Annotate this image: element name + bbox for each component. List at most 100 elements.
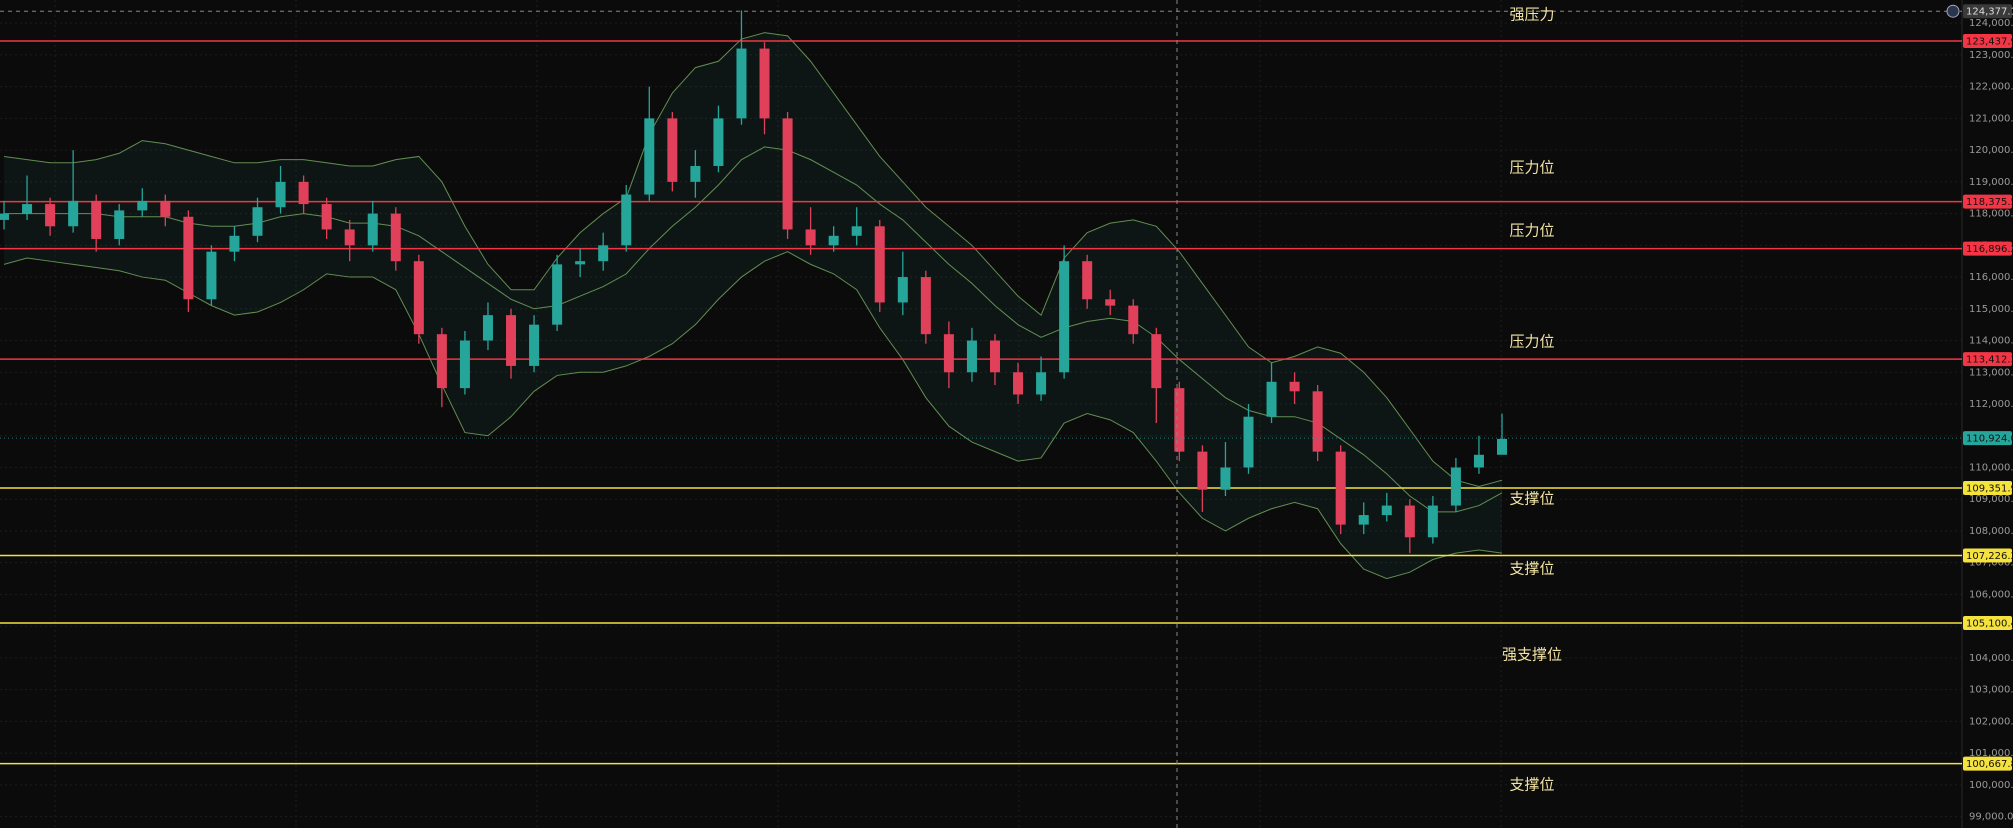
candle-body	[1312, 391, 1323, 452]
candle-body	[1243, 416, 1254, 468]
candle-body	[1473, 454, 1484, 468]
y-tick-label: 101,000.0	[1969, 748, 2013, 759]
candle-body	[598, 245, 609, 262]
candle-body	[690, 165, 701, 182]
candle-body	[1427, 505, 1438, 538]
annotation: 支撑位	[1509, 776, 1554, 794]
candle-body	[459, 340, 470, 389]
candle-body	[1151, 334, 1162, 389]
y-tick-label: 112,000.0	[1969, 399, 2013, 410]
band-lower	[3, 251, 1503, 580]
candle-body	[828, 235, 839, 246]
candle-body	[506, 315, 517, 366]
crosshair-box	[1963, 4, 2012, 19]
candle-body	[759, 48, 770, 119]
y-tick-label: 113,000.0	[1969, 367, 2013, 378]
candle-body	[1358, 515, 1369, 525]
crosshair-icon	[1946, 4, 1960, 18]
candle-body	[137, 200, 148, 211]
level-label: 113,412.3	[1966, 355, 2013, 366]
candle-body	[989, 340, 1000, 373]
candle-body	[644, 118, 655, 195]
candle-body	[436, 334, 447, 389]
candle-body	[1197, 451, 1208, 490]
level-label: 100,667.8	[1966, 759, 2013, 770]
candle-body	[713, 118, 724, 166]
candle-body	[736, 48, 747, 119]
y-tick-label: 99,000.0	[1969, 812, 2013, 823]
y-tick-label: 123,000.0	[1969, 50, 2013, 61]
level-label: 118,375.5	[1966, 197, 2013, 208]
candle-body	[1220, 467, 1231, 490]
candle-body	[1082, 261, 1093, 300]
candle-body	[805, 229, 816, 246]
candle-body	[1105, 299, 1116, 306]
candle-body	[413, 261, 424, 335]
candle-body	[1174, 388, 1185, 452]
y-tick-label: 110,000.0	[1969, 462, 2013, 473]
candle-body	[1335, 451, 1346, 525]
candle-body	[206, 251, 217, 300]
candle-body	[22, 204, 33, 214]
candle-body	[482, 315, 493, 341]
level-label-box	[1963, 615, 2012, 630]
candle-body	[183, 216, 194, 300]
candle-body	[851, 226, 862, 236]
candle-body	[344, 229, 355, 246]
level-label-box	[1963, 194, 2012, 209]
y-tick-label: 124,000.0	[1969, 18, 2013, 29]
candle-body	[1059, 261, 1070, 373]
annotation: 压力位	[1509, 159, 1554, 177]
level-label: 109,351.9	[1966, 484, 2013, 495]
level-label: 107,226.2	[1966, 551, 2013, 562]
candle-body	[1381, 505, 1392, 516]
last-price-box	[1963, 431, 2012, 446]
y-tick-label: 121,000.0	[1969, 113, 2013, 124]
y-tick-label: 114,000.0	[1969, 336, 2013, 347]
y-tick-label: 119,000.0	[1969, 177, 2013, 188]
candle-body	[529, 324, 540, 366]
y-tick-label: 116,000.0	[1969, 272, 2013, 283]
annotation: 压力位	[1509, 333, 1554, 351]
y-tick-label: 102,000.0	[1969, 716, 2013, 727]
candle-body	[621, 194, 632, 246]
level-label: 116,896.2	[1966, 244, 2013, 255]
candle-body	[1450, 467, 1461, 506]
crosshair-label: 124,377.1	[1966, 7, 2013, 18]
candle-body	[920, 277, 931, 335]
candle-body	[1036, 372, 1047, 395]
candle-body	[1497, 438, 1507, 455]
y-tick-label: 109,000.0	[1969, 494, 2013, 505]
candle-body	[45, 204, 56, 227]
candle-body	[667, 118, 678, 182]
candle-body	[229, 235, 240, 252]
candle-body	[1404, 505, 1415, 538]
level-label-box	[1963, 34, 2012, 49]
y-tick-label: 108,000.0	[1969, 526, 2013, 537]
candle-body	[552, 264, 563, 325]
annotation: 支撑位	[1509, 490, 1554, 508]
y-tick-label: 103,000.0	[1969, 685, 2013, 696]
candle-body	[321, 204, 332, 230]
y-tick-label: 106,000.0	[1969, 589, 2013, 600]
y-tick-label: 120,000.0	[1969, 145, 2013, 156]
level-label: 105,100.4	[1966, 618, 2013, 629]
candle-body	[874, 226, 885, 303]
y-tick-label: 107,000.0	[1969, 558, 2013, 569]
last-price-label: 110,924.0	[1966, 434, 2013, 445]
candle-body	[575, 261, 586, 265]
level-label-box	[1963, 548, 2012, 563]
annotation: 支撑位	[1509, 560, 1554, 578]
y-tick-label: 118,000.0	[1969, 209, 2013, 220]
level-label-box	[1963, 352, 2012, 367]
annotation: 强支撑位	[1502, 646, 1562, 664]
y-tick-label: 100,000.0	[1969, 780, 2013, 791]
candle-body	[252, 207, 263, 236]
level-label-box	[1963, 481, 2012, 496]
candle-body	[275, 181, 286, 208]
candle-body	[0, 213, 9, 220]
candle-body	[367, 213, 378, 246]
candle-body	[1266, 381, 1277, 417]
